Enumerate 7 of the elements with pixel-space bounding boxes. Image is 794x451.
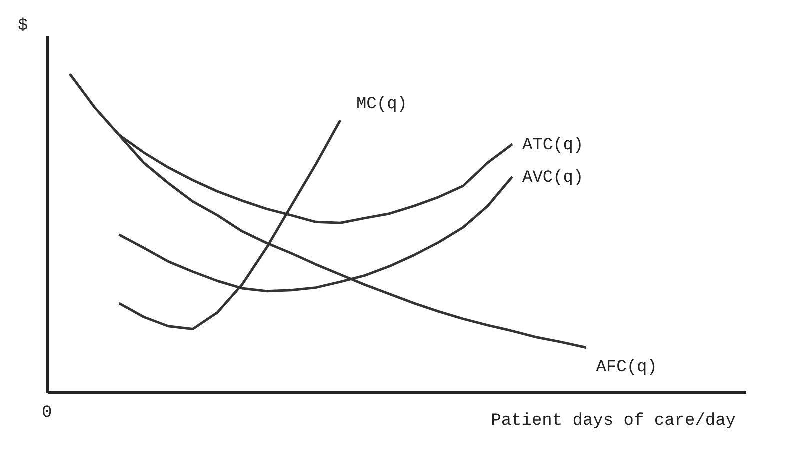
series-label: MC(q) <box>356 95 408 114</box>
text: 0 <box>42 404 52 423</box>
series-label: AVC(q) <box>522 168 584 188</box>
y-axis-title: $ <box>18 17 28 36</box>
series-label: AFC(q) <box>596 358 658 378</box>
series-label: ATC(q) <box>522 136 584 156</box>
x-axis-title: Patient days of care/day <box>491 412 736 431</box>
